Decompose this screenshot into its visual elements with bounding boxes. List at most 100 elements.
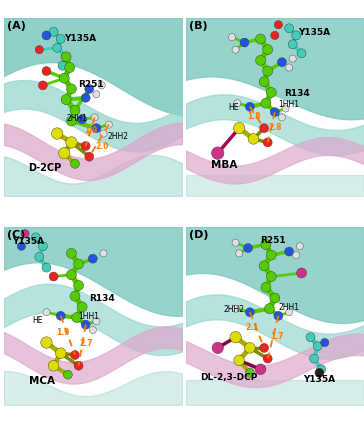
Circle shape — [285, 65, 293, 72]
Circle shape — [56, 312, 65, 320]
Text: Y135A: Y135A — [303, 374, 336, 383]
Circle shape — [70, 106, 80, 116]
Circle shape — [270, 293, 280, 303]
Circle shape — [244, 244, 253, 253]
Circle shape — [234, 355, 245, 366]
Circle shape — [270, 108, 279, 117]
Circle shape — [245, 103, 254, 112]
Circle shape — [259, 261, 269, 271]
Text: 1HH1: 1HH1 — [79, 312, 99, 320]
Circle shape — [48, 360, 59, 371]
Circle shape — [61, 95, 71, 105]
Circle shape — [66, 138, 77, 149]
Text: 2.7: 2.7 — [79, 338, 92, 347]
Text: R251: R251 — [79, 80, 104, 89]
Circle shape — [263, 46, 273, 55]
Text: 1HH1: 1HH1 — [278, 99, 299, 108]
Text: 1.9: 1.9 — [56, 328, 69, 337]
Circle shape — [261, 99, 271, 109]
Text: 2.0: 2.0 — [95, 142, 108, 151]
Circle shape — [240, 39, 249, 48]
Circle shape — [266, 272, 276, 282]
Circle shape — [285, 309, 293, 316]
Circle shape — [74, 281, 84, 291]
Circle shape — [236, 250, 243, 257]
Circle shape — [21, 230, 29, 238]
Text: 2HH2: 2HH2 — [107, 132, 128, 141]
Circle shape — [61, 53, 71, 63]
Circle shape — [285, 248, 293, 256]
Circle shape — [49, 273, 58, 281]
Circle shape — [92, 124, 101, 133]
Text: (A): (A) — [7, 21, 26, 31]
Circle shape — [81, 94, 90, 103]
Circle shape — [234, 100, 241, 108]
Circle shape — [285, 25, 293, 34]
Circle shape — [43, 309, 50, 316]
Circle shape — [259, 77, 269, 88]
Circle shape — [42, 68, 51, 77]
Text: 2HH1: 2HH1 — [278, 303, 299, 312]
Circle shape — [39, 82, 47, 91]
Circle shape — [72, 313, 82, 323]
Circle shape — [81, 142, 90, 151]
Circle shape — [292, 32, 301, 41]
Circle shape — [232, 305, 239, 313]
Circle shape — [42, 32, 51, 41]
Circle shape — [261, 240, 271, 250]
Circle shape — [248, 134, 259, 145]
Circle shape — [232, 240, 239, 247]
Circle shape — [212, 342, 223, 354]
Circle shape — [321, 339, 329, 347]
Circle shape — [100, 131, 107, 138]
Circle shape — [105, 122, 112, 129]
Circle shape — [232, 47, 239, 54]
Text: Y135A: Y135A — [298, 28, 330, 37]
Circle shape — [49, 28, 58, 37]
Circle shape — [293, 252, 300, 259]
Circle shape — [233, 123, 245, 135]
Text: (C): (C) — [7, 229, 25, 239]
Circle shape — [266, 251, 276, 261]
Circle shape — [98, 83, 105, 90]
Text: DL-2,3-DCP: DL-2,3-DCP — [200, 372, 257, 381]
Circle shape — [297, 268, 306, 278]
Circle shape — [260, 344, 269, 353]
Circle shape — [59, 148, 70, 160]
Circle shape — [74, 259, 84, 270]
Text: HE: HE — [229, 103, 239, 112]
Text: 1.7: 1.7 — [270, 331, 283, 340]
Text: R251: R251 — [261, 235, 286, 244]
Circle shape — [230, 332, 241, 343]
Circle shape — [271, 32, 279, 40]
Circle shape — [66, 117, 76, 127]
Circle shape — [66, 85, 76, 95]
Text: Y135A: Y135A — [13, 237, 45, 246]
Circle shape — [282, 106, 289, 113]
Circle shape — [255, 364, 266, 375]
Circle shape — [93, 92, 100, 98]
Circle shape — [310, 354, 318, 363]
Circle shape — [260, 124, 269, 133]
Circle shape — [245, 369, 254, 378]
Circle shape — [263, 354, 272, 363]
Circle shape — [35, 46, 43, 55]
Circle shape — [66, 249, 76, 259]
Circle shape — [211, 147, 224, 160]
Circle shape — [274, 22, 282, 30]
Circle shape — [245, 308, 254, 317]
Text: MBA: MBA — [211, 160, 237, 169]
Circle shape — [74, 362, 83, 370]
Circle shape — [100, 250, 107, 257]
Text: Y135A: Y135A — [64, 34, 96, 43]
Circle shape — [296, 243, 303, 250]
Circle shape — [53, 44, 62, 53]
Circle shape — [58, 62, 67, 71]
Circle shape — [278, 115, 285, 122]
Text: 1.8: 1.8 — [247, 112, 260, 121]
Circle shape — [277, 58, 286, 68]
Text: (D): (D) — [189, 229, 209, 239]
Circle shape — [62, 53, 71, 62]
Circle shape — [265, 304, 274, 314]
Circle shape — [66, 270, 76, 280]
